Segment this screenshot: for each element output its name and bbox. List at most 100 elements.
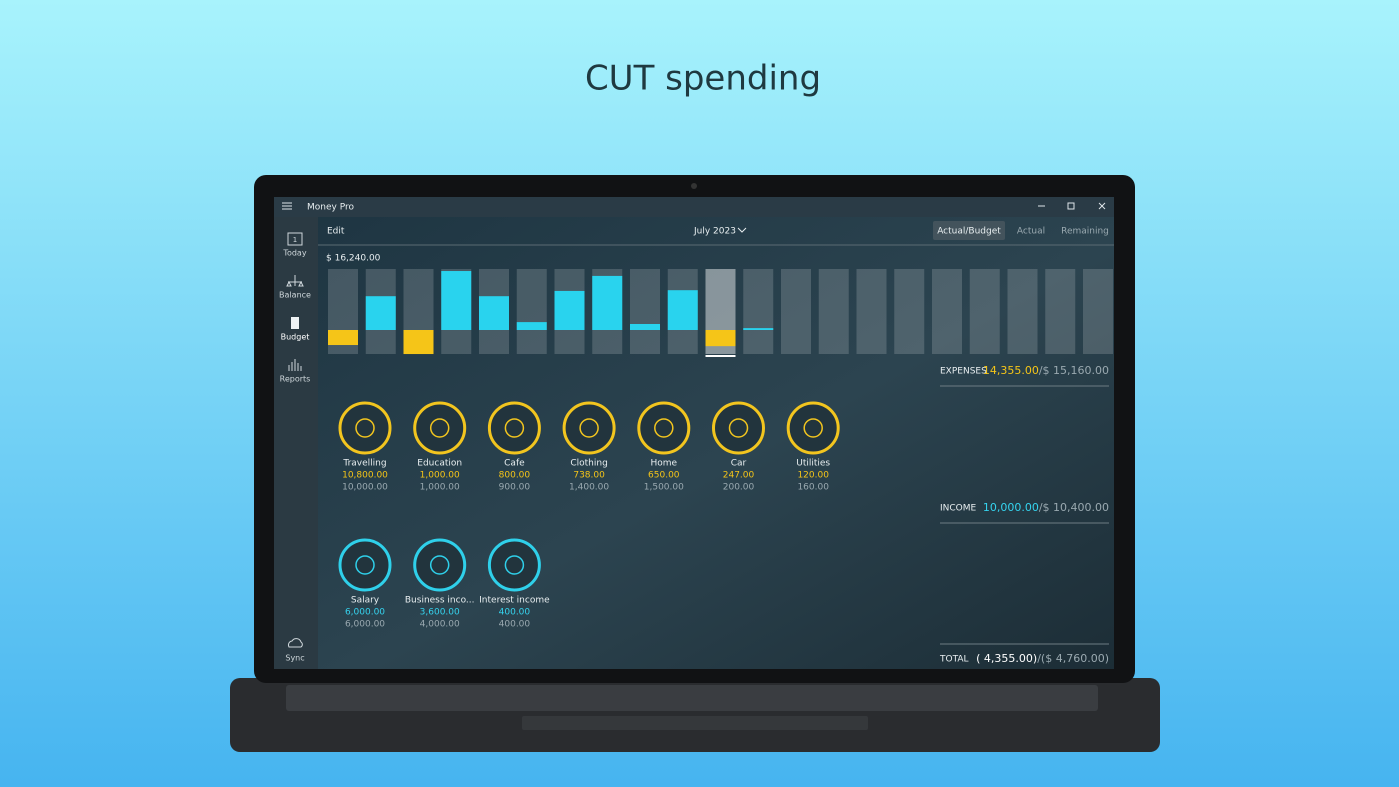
reports-icon[interactable] — [288, 359, 302, 371]
chart-column[interactable] — [1007, 269, 1038, 354]
sidebar-item[interactable]: Reports — [280, 375, 311, 384]
category-icon[interactable] — [413, 401, 467, 455]
window-controls[interactable] — [1038, 202, 1106, 210]
period-chevron[interactable] — [737, 227, 747, 233]
app-window — [274, 197, 1114, 669]
category-actual: 738.00 — [573, 471, 605, 481]
category-actual: 1,000.00 — [420, 471, 460, 481]
category-icon-inner — [429, 555, 450, 575]
category-name: Salary — [351, 596, 380, 606]
sync-icon[interactable] — [287, 638, 303, 648]
sidebar-item[interactable]: Sync — [285, 654, 304, 663]
trackpad — [522, 716, 868, 730]
window-title: Money Pro — [307, 203, 354, 213]
category-icon[interactable] — [487, 538, 541, 592]
sidebar-item[interactable]: Budget — [281, 333, 310, 342]
expense-bar — [328, 330, 358, 346]
period-selector[interactable]: July 2023 — [693, 227, 736, 237]
chart-column[interactable] — [630, 269, 660, 354]
today-icon-text: 1 — [293, 236, 297, 244]
income-bar — [516, 322, 547, 330]
income-bar — [365, 296, 396, 330]
category-actual: 400.00 — [499, 608, 531, 618]
expense-bar — [705, 330, 736, 347]
category-budget: 400.00 — [499, 620, 531, 630]
category-name: Utilities — [796, 459, 830, 469]
tab[interactable]: Actual/Budget — [937, 227, 1001, 237]
category-budget: 1,500.00 — [644, 483, 684, 493]
category-icon-inner — [355, 418, 375, 438]
category-icon[interactable] — [487, 401, 541, 455]
category-icon[interactable] — [413, 538, 467, 592]
chart-column[interactable] — [743, 269, 774, 354]
camera — [691, 183, 697, 189]
chart-column[interactable] — [856, 269, 887, 354]
selected-underline — [705, 355, 736, 357]
category-actual: 10,800.00 — [342, 471, 388, 481]
chart-column[interactable] — [516, 269, 547, 354]
sidebar — [274, 217, 318, 669]
income-label: INCOME — [940, 504, 977, 514]
category-actual: 800.00 — [499, 471, 531, 481]
dynamic-content: Travelling 10,800.00 10,000.00 Education 1,0… — [328, 269, 1113, 630]
category-actual: 650.00 — [648, 471, 680, 481]
expenses-summary: 14,355.00/$ 15,160.00 — [983, 364, 1109, 377]
category-name: Interest income — [479, 596, 550, 606]
category-actual: 6,000.00 — [345, 608, 385, 618]
chart-column[interactable] — [1045, 269, 1076, 354]
chart-column[interactable] — [781, 269, 811, 354]
expenses-budget: /$ 15,160.00 — [1039, 364, 1109, 377]
income-bar — [441, 271, 472, 330]
balance-icon[interactable] — [286, 275, 304, 287]
active-tab — [933, 221, 1005, 240]
category-budget: 200.00 — [723, 483, 755, 493]
total-summary: ( 4,355.00)/($ 4,760.00) — [976, 652, 1109, 665]
chart-column[interactable] — [969, 269, 1000, 354]
category-name: Home — [651, 459, 678, 469]
income-bar — [667, 290, 698, 330]
category-name: Cafe — [504, 459, 525, 469]
chart-column[interactable] — [932, 269, 962, 354]
tab[interactable]: Remaining — [1061, 227, 1109, 237]
tab[interactable]: Actual — [1017, 227, 1045, 237]
category-name: Clothing — [570, 459, 607, 469]
sidebar-item[interactable]: Today — [282, 249, 306, 258]
category-budget: 900.00 — [499, 483, 531, 493]
chart-column[interactable] — [1083, 269, 1113, 354]
total-label: TOTAL — [939, 655, 969, 665]
edit-button[interactable]: Edit — [327, 227, 345, 237]
budget-icon[interactable] — [291, 317, 299, 329]
category-icon[interactable] — [637, 401, 691, 455]
income-summary: 10,000.00/$ 10,400.00 — [983, 501, 1109, 514]
category-name: Travelling — [342, 459, 386, 469]
category-icon[interactable] — [712, 401, 765, 455]
title-bar — [274, 197, 1114, 217]
category-icon-inner — [504, 418, 525, 438]
expenses-label: EXPENSES — [940, 367, 987, 377]
category-budget: 1,400.00 — [569, 483, 609, 493]
sidebar-item[interactable]: Balance — [279, 291, 311, 300]
category-budget: 160.00 — [797, 483, 829, 493]
category-icon[interactable] — [562, 401, 616, 455]
income-bar — [743, 328, 774, 330]
today-icon[interactable] — [287, 232, 303, 246]
menu-icon — [282, 202, 292, 210]
income-budget: /$ 10,400.00 — [1039, 501, 1109, 514]
category-icon[interactable] — [338, 401, 392, 455]
category-name: Education — [417, 459, 462, 469]
category-icon[interactable] — [786, 401, 840, 455]
category-icon[interactable] — [338, 538, 392, 592]
expenses-actual: 14,355.00 — [983, 364, 1039, 377]
income-bar — [479, 296, 509, 330]
income-bar — [592, 275, 623, 330]
income-bar — [554, 290, 585, 330]
total-actual: ( 4,355.00) — [976, 652, 1037, 665]
chart-column[interactable] — [894, 269, 925, 354]
category-icon-inner — [579, 418, 599, 438]
chart-column[interactable] — [818, 269, 849, 354]
income-bar — [630, 323, 660, 330]
category-icon-inner — [429, 418, 450, 438]
income-actual: 10,000.00 — [983, 501, 1039, 514]
